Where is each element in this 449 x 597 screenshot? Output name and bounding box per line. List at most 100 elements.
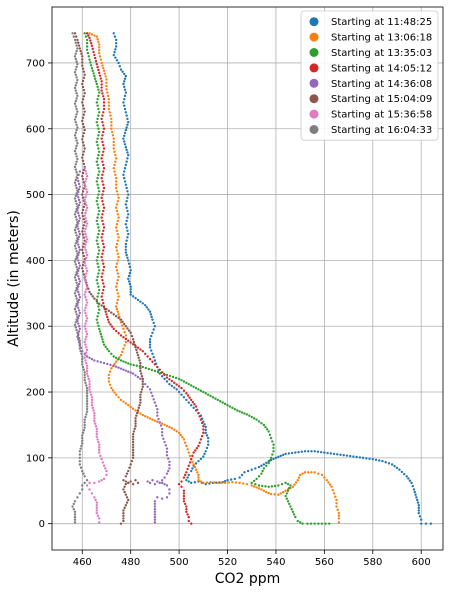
data-point: [77, 293, 81, 296]
data-point: [97, 173, 100, 177]
data-point: [85, 319, 88, 323]
data-point: [109, 363, 112, 367]
data-point: [106, 91, 109, 94]
data-point: [106, 315, 109, 319]
data-point: [87, 55, 90, 58]
data-point: [139, 367, 142, 370]
data-point: [309, 522, 313, 525]
data-point: [123, 506, 126, 510]
data-point: [74, 226, 78, 229]
data-point: [84, 322, 87, 325]
data-point: [77, 330, 81, 333]
data-point: [139, 398, 142, 402]
data-point: [113, 35, 117, 38]
data-point: [83, 198, 86, 202]
data-point: [182, 492, 186, 495]
data-point: [203, 423, 206, 426]
data-point: [93, 297, 96, 300]
data-point: [153, 369, 157, 373]
legend-marker: [309, 63, 319, 73]
data-point: [290, 451, 294, 455]
data-point: [267, 485, 270, 489]
data-point: [153, 515, 157, 519]
data-point: [135, 364, 138, 367]
data-point: [72, 502, 75, 506]
data-point: [83, 277, 86, 281]
data-point: [96, 321, 99, 324]
data-point: [101, 193, 104, 196]
data-point: [107, 309, 111, 313]
data-point: [200, 434, 204, 438]
data-point: [186, 394, 190, 397]
data-point: [129, 405, 132, 409]
data-point: [102, 127, 106, 130]
data-point: [76, 315, 79, 319]
data-point: [75, 218, 78, 221]
data-point: [204, 425, 207, 429]
data-point: [97, 88, 100, 91]
data-point: [77, 211, 80, 215]
data-point: [81, 211, 84, 215]
y-tick-label: 0: [39, 519, 45, 530]
data-point: [145, 306, 149, 309]
data-point: [89, 64, 93, 67]
data-point: [254, 482, 257, 486]
data-point: [153, 419, 157, 422]
data-point: [114, 206, 118, 209]
data-point: [77, 196, 80, 199]
data-point: [89, 61, 92, 64]
data-point: [177, 385, 181, 388]
data-point: [84, 35, 88, 38]
data-point: [199, 389, 203, 392]
data-point: [88, 58, 91, 61]
data-point: [124, 334, 128, 337]
data-point: [101, 338, 104, 341]
data-point: [85, 392, 89, 395]
data-point: [73, 134, 77, 137]
data-point: [77, 243, 80, 246]
data-point: [104, 345, 107, 349]
x-axis-label: CO2 ppm: [215, 571, 281, 587]
data-point: [96, 157, 99, 160]
data-point: [398, 468, 401, 471]
data-point: [206, 436, 210, 440]
data-point: [197, 479, 200, 482]
data-point: [124, 223, 128, 226]
data-point: [85, 48, 89, 51]
data-point: [96, 203, 99, 206]
data-point: [170, 384, 174, 388]
data-point: [104, 75, 107, 78]
data-point: [85, 367, 89, 370]
data-point: [123, 344, 126, 347]
data-point: [190, 398, 193, 402]
data-point: [102, 186, 106, 190]
data-point: [102, 101, 106, 104]
data-point: [131, 435, 135, 438]
data-point: [168, 425, 171, 429]
data-point: [96, 216, 99, 219]
data-point: [93, 56, 97, 60]
data-point: [116, 272, 119, 275]
data-point: [99, 77, 103, 80]
data-point: [110, 120, 113, 124]
data-point: [99, 454, 102, 458]
data-point: [129, 288, 132, 291]
data-point: [102, 111, 105, 114]
data-point: [112, 144, 115, 147]
data-point: [102, 67, 105, 70]
data-point: [97, 193, 100, 196]
data-point: [105, 78, 108, 81]
data-point: [141, 302, 144, 305]
data-point: [91, 47, 94, 51]
data-point: [153, 482, 157, 486]
data-point: [81, 159, 85, 162]
data-point: [92, 409, 95, 412]
data-point: [124, 340, 128, 344]
data-point: [123, 176, 126, 180]
x-axis: 460 480 500 520 540 560 580 600: [73, 550, 431, 568]
data-point: [174, 376, 178, 380]
legend-label: Starting at 14:36:08: [331, 79, 432, 90]
data-point: [116, 259, 119, 262]
data-point: [81, 196, 85, 199]
data-point: [199, 457, 203, 461]
